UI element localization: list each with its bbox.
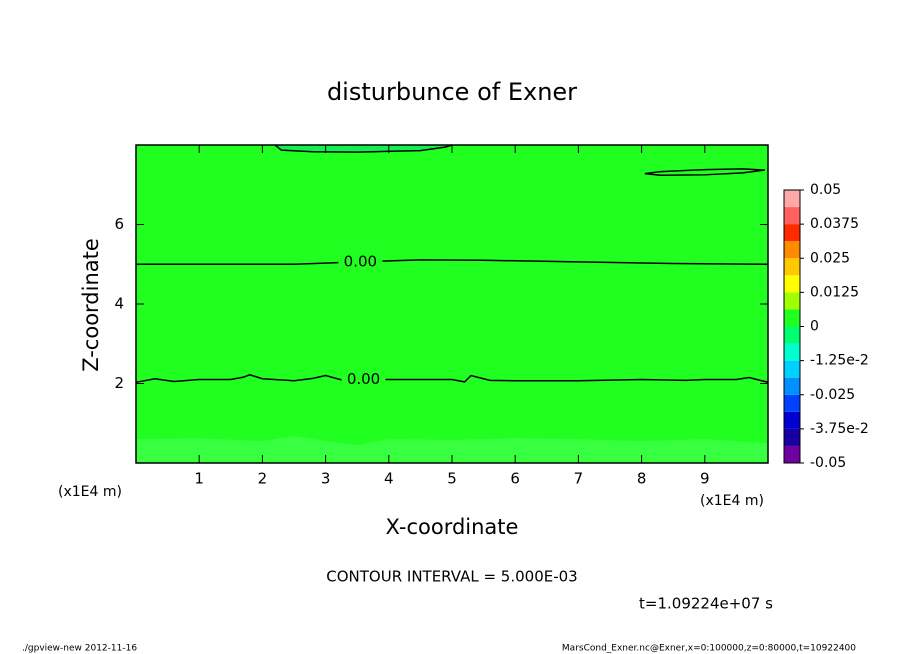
colorbar-tick-label: -0.05: [810, 455, 846, 471]
colorbar-band: [784, 428, 800, 446]
x-tick-label: 3: [321, 470, 331, 488]
contour-line: [274, 144, 453, 153]
contour-label-bg: [341, 370, 386, 389]
colorbar-band: [784, 207, 800, 225]
colorbar-band: [784, 241, 800, 259]
y-tick-label: 6: [114, 215, 124, 233]
colorbar-band: [784, 343, 800, 361]
colorbar-band: [784, 360, 800, 378]
y-tick-label: 2: [114, 374, 124, 392]
colorbar-band: [784, 394, 800, 412]
x-tick-label: 8: [637, 470, 647, 488]
x-tick-label: 2: [258, 470, 268, 488]
x-tick-label: 7: [574, 470, 584, 488]
contour-label-bg: [338, 252, 383, 271]
contour-line: [135, 373, 769, 384]
contour-line: [136, 259, 769, 265]
chart-title: disturbunce of Exner: [327, 78, 577, 106]
y-unit: (x1E4 m): [58, 484, 122, 500]
y-axis-label: Z-coordinate: [79, 238, 103, 372]
x-axis-label: X-coordinate: [386, 515, 519, 539]
colorbar-band: [784, 377, 800, 395]
x-unit: (x1E4 m): [700, 493, 764, 509]
contour-label: 0.00: [347, 370, 380, 388]
contour-label: 0.00: [344, 252, 377, 270]
colorbar-tick-label: 0.0125: [810, 284, 859, 300]
time-label: t=1.09224e+07 s: [639, 595, 773, 613]
x-tick-label: 6: [510, 470, 520, 488]
colorbar-band: [784, 258, 800, 276]
y-tick-label: 4: [114, 295, 124, 313]
colorbar-tick-label: 0.025: [810, 250, 850, 266]
colorbar-band: [784, 190, 800, 208]
colorbar-tick-label: 0.05: [810, 182, 841, 198]
colorbar-band: [784, 326, 800, 344]
colorbar-band: [784, 445, 800, 463]
colorbar-band: [784, 309, 800, 327]
field: [136, 145, 768, 463]
region: [136, 435, 768, 463]
colorbar-band: [784, 224, 800, 242]
x-tick-label: 9: [700, 470, 710, 488]
colorbar-tick-label: -3.75e-2: [810, 421, 869, 437]
x-tick-label: 4: [384, 470, 394, 488]
footer-right: MarsCond_Exner.nc@Exner,x=0:100000,z=0:8…: [562, 644, 856, 654]
colorbar-tick-label: -0.025: [810, 387, 855, 403]
colorbar-band: [784, 411, 800, 429]
colorbar-band: [784, 292, 800, 310]
x-tick-label: 1: [194, 470, 204, 488]
colorbar-tick-label: -1.25e-2: [810, 353, 869, 369]
contour-interval: CONTOUR INTERVAL = 5.000E-03: [326, 568, 577, 586]
colorbar-tick-label: 0.0375: [810, 216, 859, 232]
footer-left: ./gpview-new 2012-11-16: [22, 644, 137, 654]
contour-line: [644, 168, 765, 176]
x-tick-label: 5: [447, 470, 457, 488]
colorbar-band: [784, 275, 800, 293]
colorbar-tick-label: 0: [810, 319, 819, 335]
